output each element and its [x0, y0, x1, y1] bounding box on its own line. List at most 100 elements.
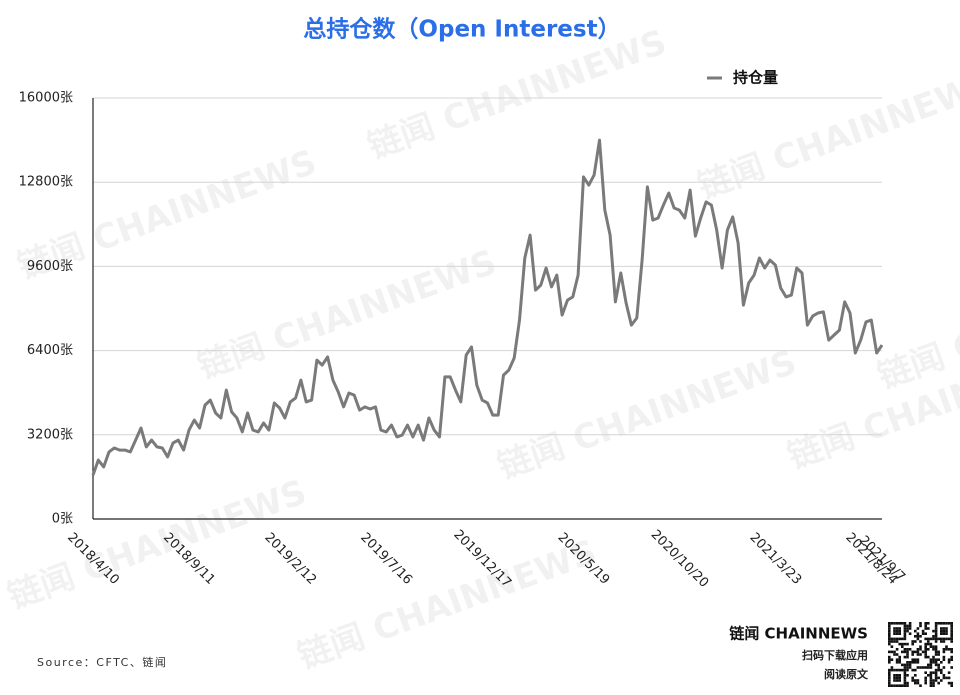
qr-module [888, 661, 891, 664]
qr-module [919, 624, 922, 628]
qr-module [903, 668, 907, 672]
qr-module [934, 635, 938, 638]
qr-module [929, 661, 933, 664]
qr-module [937, 650, 940, 654]
qr-module [903, 650, 907, 654]
data-line [91, 138, 884, 476]
qr-module [940, 632, 943, 635]
qr-module [893, 679, 896, 682]
qr-module [932, 637, 935, 641]
qr-module [908, 666, 912, 669]
qr-module [927, 637, 930, 641]
qr-module [903, 627, 907, 630]
qr-module [942, 666, 946, 669]
qr-module [914, 681, 917, 685]
qr-code[interactable] [888, 622, 953, 687]
qr-module [942, 676, 946, 680]
qr-module [911, 679, 914, 682]
qr-module [929, 671, 933, 674]
qr-module [937, 637, 940, 641]
qr-module [934, 627, 938, 630]
qr-module [916, 658, 920, 661]
watermark: 链闻 CHAINNEWS [193, 242, 502, 387]
qr-module [888, 642, 891, 646]
qr-module [888, 681, 891, 685]
qr-module [950, 640, 953, 643]
qr-module [945, 632, 948, 635]
qr-module [903, 674, 907, 677]
qr-module [890, 650, 894, 654]
qr-module [888, 674, 891, 677]
qr-module [906, 663, 909, 667]
qr-module [924, 666, 927, 669]
qr-module [932, 681, 935, 685]
qr-module [893, 676, 896, 680]
qr-module [919, 648, 922, 651]
qr-module [893, 637, 896, 641]
qr-module [932, 645, 935, 648]
qr-module [934, 668, 938, 672]
qr-module [906, 642, 909, 646]
qr-module [927, 663, 930, 667]
qr-module [893, 627, 896, 630]
qr-module [901, 663, 904, 667]
read-original: 阅读原文 [824, 667, 869, 681]
y-tick-label: 9600张 [27, 259, 73, 274]
qr-module [895, 622, 899, 625]
qr-module [924, 653, 927, 656]
qr-module [888, 679, 891, 682]
qr-module [932, 658, 935, 661]
qr-module [893, 668, 896, 672]
qr-module [898, 642, 901, 646]
qr-module [898, 676, 901, 680]
watermark: 链闻 CHAINNEWS [363, 22, 672, 167]
qr-module [903, 679, 907, 682]
qr-module [890, 658, 894, 661]
qr-module [947, 681, 951, 685]
qr-module [903, 666, 907, 669]
qr-module [927, 655, 930, 659]
qr-module [914, 629, 917, 633]
qr-module [906, 661, 909, 664]
qr-module [945, 645, 948, 648]
qr-module [906, 629, 909, 633]
qr-module [908, 661, 912, 664]
qr-module [950, 622, 953, 625]
qr-module [927, 674, 930, 677]
qr-module [942, 627, 946, 630]
qr-module [908, 627, 912, 630]
qr-module [940, 679, 943, 682]
qr-module [890, 668, 894, 672]
y-tick-label: 0张 [52, 512, 73, 527]
qr-module [945, 648, 948, 651]
qr-module [924, 655, 927, 659]
qr-module [911, 640, 914, 643]
qr-module [916, 648, 920, 651]
qr-module [898, 668, 901, 672]
qr-module [932, 661, 935, 664]
qr-module [919, 640, 922, 643]
qr-module [934, 676, 938, 680]
qr-module [898, 632, 901, 635]
qr-module [921, 632, 925, 635]
qr-module [921, 650, 925, 654]
qr-module [898, 627, 901, 630]
qr-module [888, 635, 891, 638]
qr-module [937, 681, 940, 685]
qr-module [916, 679, 920, 682]
qr-module [890, 666, 894, 669]
y-tick-label: 12800张 [19, 175, 73, 190]
qr-module [888, 650, 891, 654]
qr-module [940, 671, 943, 674]
qr-module [895, 658, 899, 661]
qr-module [916, 650, 920, 654]
qr-module [906, 624, 909, 628]
qr-module [937, 668, 940, 672]
qr-module [901, 645, 904, 648]
qr-module [929, 674, 933, 677]
qr-module [924, 624, 927, 628]
qr-module [890, 645, 894, 648]
qr-module [895, 629, 899, 633]
qr-module [890, 637, 894, 641]
qr-module [932, 684, 935, 687]
